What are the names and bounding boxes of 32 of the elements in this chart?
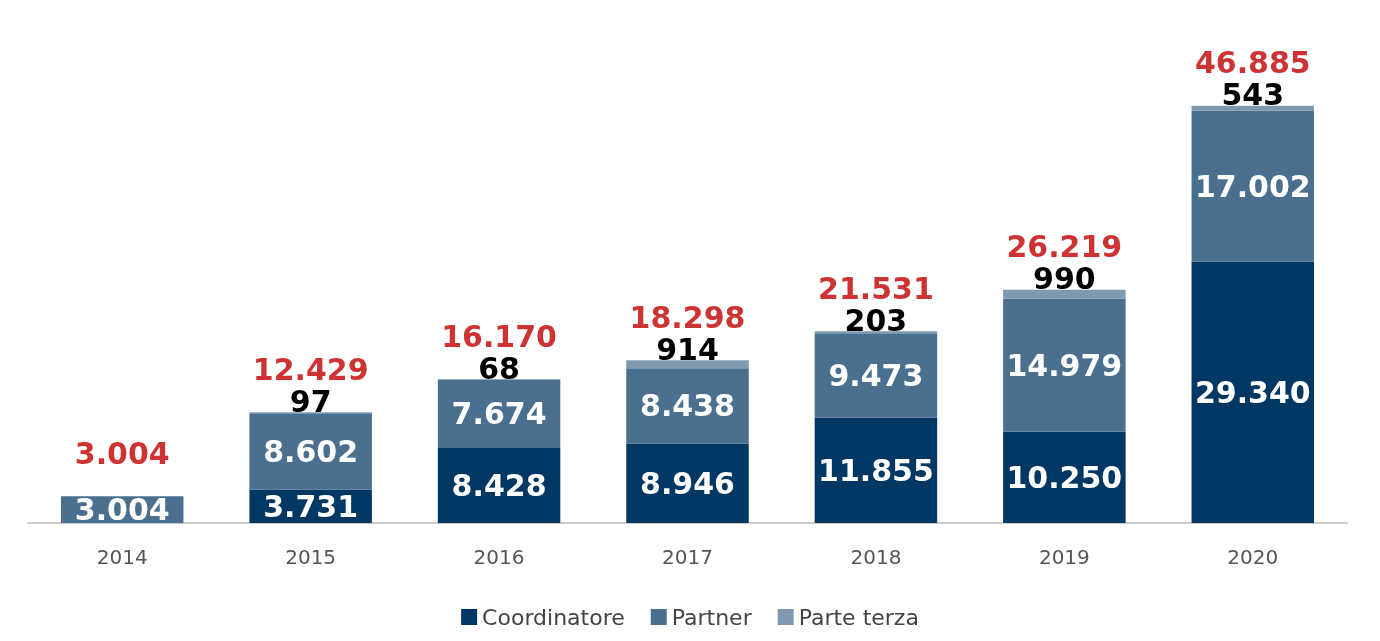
- data-label: 8.946: [640, 465, 735, 501]
- data-label: 8.438: [640, 388, 735, 424]
- x-tick-label: 2019: [1038, 545, 1090, 569]
- data-label: 11.855: [818, 452, 934, 488]
- bar: [1191, 261, 1315, 523]
- data-label: 10.250: [1006, 459, 1123, 495]
- data-label: 3.731: [263, 488, 359, 524]
- x-tick-label: 2015: [285, 545, 337, 569]
- legend-label: Parte terza: [798, 604, 919, 630]
- bar: [1003, 289, 1126, 299]
- data-label: 29.340: [1194, 374, 1311, 410]
- bar: [1191, 110, 1315, 262]
- data-label: 8.428: [451, 468, 547, 503]
- data-label: 9.473: [828, 357, 924, 393]
- legend-label: Coordinatore: [482, 604, 625, 630]
- total-label: 3.004: [74, 435, 170, 471]
- bar: [814, 417, 938, 523]
- bar: [626, 360, 749, 369]
- x-tick-label: 2018: [850, 545, 902, 569]
- data-label: 14.979: [1006, 347, 1123, 383]
- x-tick-label: 2016: [473, 545, 525, 569]
- data-label: 17.002: [1194, 168, 1311, 204]
- x-tick-label: 2020: [1227, 545, 1279, 569]
- bar: [1003, 298, 1126, 432]
- data-label: 8.602: [263, 434, 359, 470]
- bar: [1191, 105, 1315, 111]
- x-tick-label: 2017: [662, 545, 713, 569]
- bar: [437, 379, 561, 448]
- legend-label: Partner: [671, 604, 753, 630]
- data-label: 3.004: [74, 492, 170, 528]
- x-tick-label: 2014: [96, 545, 148, 569]
- data-label: 7.674: [451, 396, 547, 432]
